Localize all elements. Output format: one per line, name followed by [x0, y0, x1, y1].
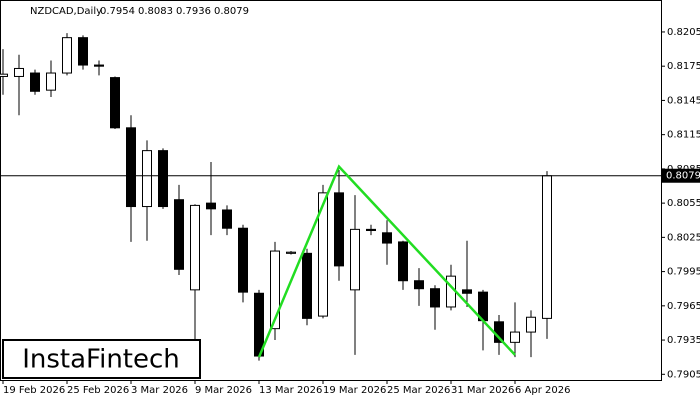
- x-tick-label: 6 Apr 2026: [515, 385, 570, 396]
- candle-body: [0, 73, 8, 77]
- plot: [0, 33, 661, 361]
- candle-body: [382, 232, 392, 244]
- y-tick-label: 0.7995: [667, 267, 700, 278]
- x-tick-label: 9 Mar 2026: [195, 385, 252, 396]
- x-tick-label: 19 Mar 2026: [323, 385, 386, 396]
- price-label: 0.8079: [666, 171, 700, 182]
- candle-body: [302, 252, 312, 319]
- candle-body: [366, 228, 376, 232]
- y-tick-label: 0.8025: [667, 232, 700, 243]
- x-tick-label: 19 Feb 2026: [3, 385, 65, 396]
- candle-body: [542, 175, 552, 319]
- x-tick-label: 13 Mar 2026: [259, 385, 322, 396]
- candle-body: [510, 331, 520, 343]
- candle-body: [526, 316, 536, 333]
- candle-body: [286, 251, 296, 254]
- y-tick-label: 0.7935: [667, 335, 700, 346]
- y-tick-label: 0.8175: [667, 61, 700, 72]
- y-tick-label: 0.8055: [667, 198, 700, 209]
- candle-body: [46, 72, 56, 91]
- candle-body: [238, 227, 248, 293]
- candle-body: [206, 202, 216, 210]
- candle-body: [190, 204, 200, 291]
- y-tick-label: 0.7965: [667, 301, 700, 312]
- logo-box: [2, 339, 201, 379]
- candle-body: [62, 37, 72, 74]
- header-value: 0.8079: [214, 6, 249, 17]
- header-value: 0.7954: [100, 6, 135, 17]
- header-value: 0.8083: [138, 6, 173, 17]
- y-tick-label: 0.7905: [667, 369, 700, 380]
- price-label-box: [662, 168, 700, 183]
- candle-body: [14, 67, 24, 77]
- candle-body: [126, 127, 136, 208]
- y-tick-label: 0.8205: [667, 27, 700, 38]
- y-tick-label: 0.8115: [667, 130, 700, 141]
- candle-body: [270, 250, 280, 330]
- y-tick-label: 0.8145: [667, 95, 700, 106]
- candle-body: [334, 192, 344, 267]
- candle-body: [398, 241, 408, 282]
- candle-body: [174, 199, 184, 270]
- candle-body: [142, 150, 152, 208]
- x-tick-label: 31 Mar 2026: [451, 385, 514, 396]
- candle-body: [350, 228, 360, 291]
- candle-body: [318, 192, 328, 317]
- candle-body: [222, 209, 232, 229]
- candle-body: [30, 72, 40, 92]
- x-tick-label: 25 Feb 2026: [67, 385, 129, 396]
- header-value: 0.7936: [176, 6, 211, 17]
- candle-body: [430, 288, 440, 308]
- plot-frame: [0, 0, 662, 381]
- x-tick-label: 3 Mar 2026: [131, 385, 188, 396]
- candle-body: [110, 77, 120, 129]
- candle-body: [462, 289, 472, 294]
- x-tick-label: 25 Mar 2026: [387, 385, 450, 396]
- logo: InstaFintech: [22, 345, 180, 375]
- chart-title: NZDCAD,Daily: [30, 6, 102, 17]
- candle-body: [158, 150, 168, 208]
- candle-body: [94, 64, 104, 67]
- candle-body: [414, 280, 424, 290]
- pattern-line: [257, 164, 516, 358]
- candle-body: [78, 37, 88, 66]
